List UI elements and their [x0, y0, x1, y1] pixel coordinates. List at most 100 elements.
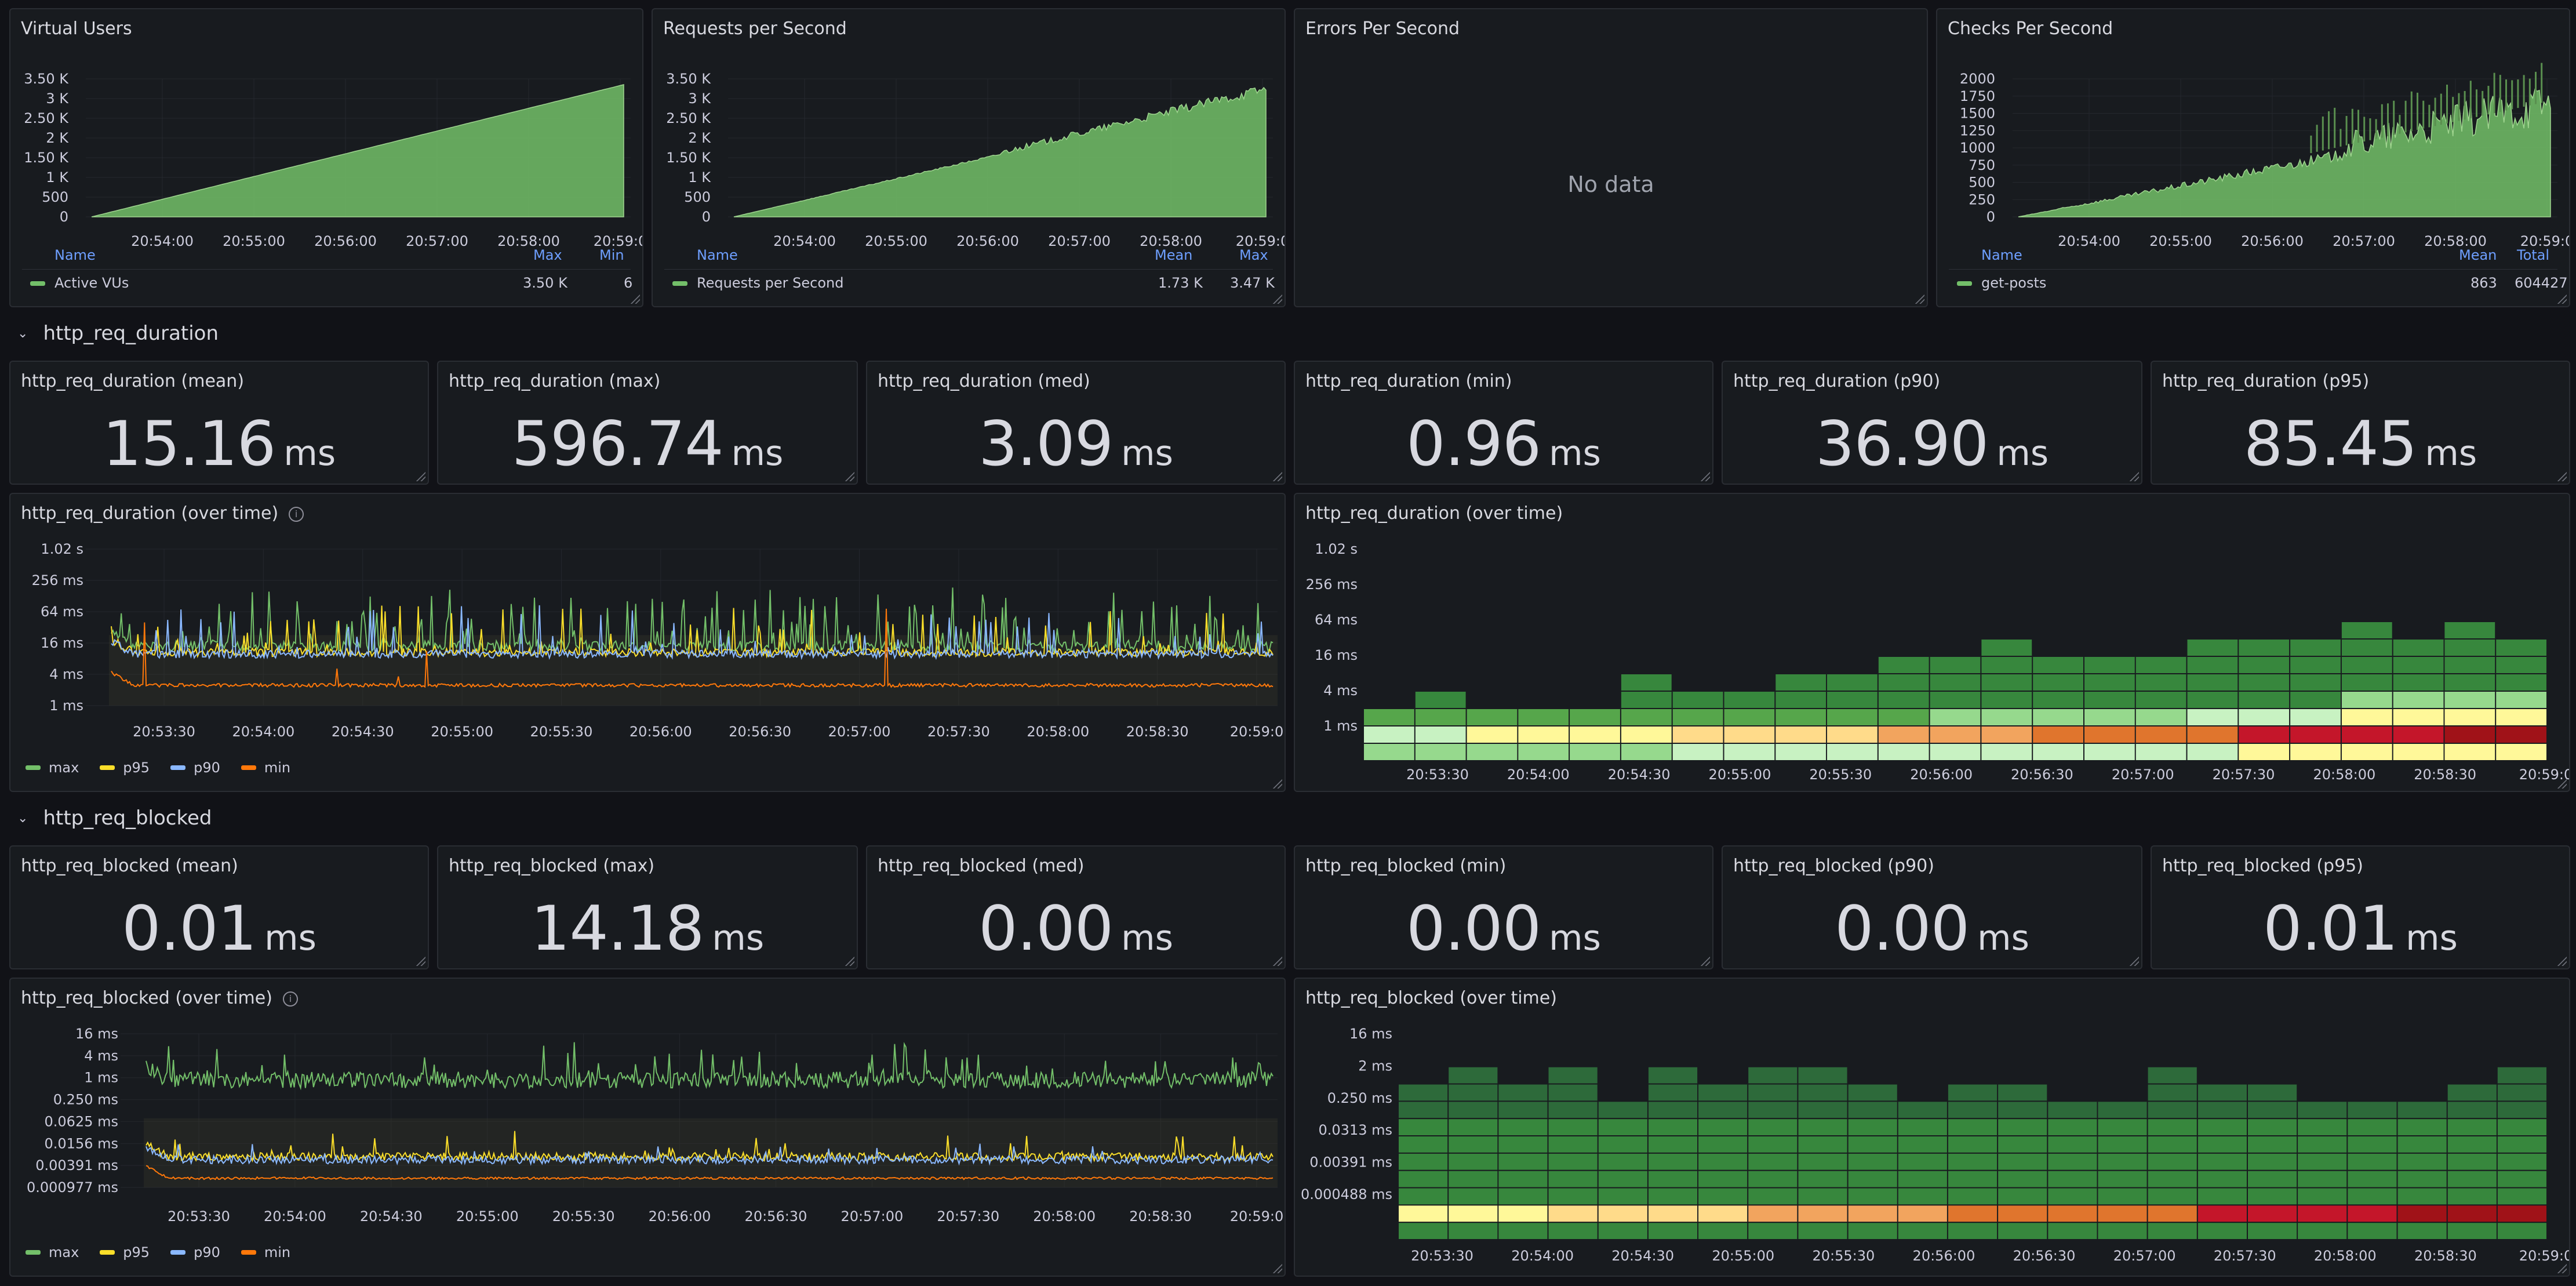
stat-panel[interactable]: http_req_blocked (p95) 0.01 ms	[2151, 845, 2570, 969]
resize-handle[interactable]	[1272, 293, 1282, 304]
stat-unit: ms	[1121, 918, 1173, 958]
heatmap-cell	[2341, 674, 2392, 691]
heatmap-cell	[1449, 1119, 1498, 1135]
heatmap-cell	[1798, 1084, 1847, 1101]
resize-handle[interactable]	[415, 471, 425, 481]
axis-tick-label: 20:55:00	[431, 724, 493, 740]
heatmap-cell	[1621, 674, 1672, 691]
row-header-http-req-duration[interactable]: ⌄ http_req_duration	[17, 319, 219, 348]
stat-panel[interactable]: http_req_duration (max) 596.74 ms	[437, 361, 858, 485]
resize-handle[interactable]	[2556, 956, 2567, 966]
legend-col2-header[interactable]: Total	[2517, 247, 2550, 263]
resize-handle[interactable]	[630, 293, 640, 304]
legend-col2-header[interactable]: Min	[599, 247, 624, 263]
stat-panel[interactable]: http_req_blocked (med) 0.00 ms	[866, 845, 1286, 969]
heatmap-cell	[2033, 744, 2083, 760]
resize-handle[interactable]	[2129, 956, 2139, 966]
axis-tick-label: 20:54:00	[2058, 233, 2120, 249]
heatmap-cell	[2048, 1205, 2097, 1222]
resize-handle[interactable]	[2556, 293, 2567, 304]
stat-panel[interactable]: http_req_blocked (min) 0.00 ms	[1294, 845, 1713, 969]
heatmap-cell	[2397, 1171, 2447, 1187]
legend-label: p95	[123, 760, 150, 776]
axis-tick-label: 20:57:30	[927, 724, 990, 740]
resize-handle[interactable]	[1272, 956, 1282, 966]
legend-row[interactable]: Requests per Second 1.73 K 3.47 K	[672, 275, 1275, 291]
stat-panel[interactable]: http_req_duration (min) 0.96 ms	[1294, 361, 1713, 485]
legend-col1-header[interactable]: Mean	[1155, 247, 1193, 263]
info-icon[interactable]: i	[282, 991, 298, 1007]
panel-title: Checks Per Second	[1948, 19, 2113, 39]
resize-handle[interactable]	[2129, 471, 2139, 481]
stat-panel[interactable]: http_req_duration (p95) 85.45 ms	[2151, 361, 2570, 485]
heatmap-cell	[1449, 1223, 1498, 1239]
panel-http-req-duration-heatmap[interactable]: http_req_duration (over time) 1.02 s 256 …	[1294, 493, 2570, 792]
heatmap-cell	[1449, 1205, 1498, 1222]
legend-item-min[interactable]: min	[241, 760, 290, 776]
legend-col2-header[interactable]: Max	[1239, 247, 1268, 263]
legend-item-p90[interactable]: p90	[170, 1244, 220, 1260]
legend-value-2: 604427	[2515, 275, 2568, 291]
legend-item-min[interactable]: min	[241, 1244, 290, 1260]
resize-handle[interactable]	[844, 471, 854, 481]
resize-handle[interactable]	[1272, 471, 1282, 481]
legend-name-header[interactable]: Name	[697, 247, 738, 263]
resize-handle[interactable]	[2556, 471, 2567, 481]
heatmap-cell	[1648, 1084, 1698, 1101]
panel-virtual-users[interactable]: Virtual Users 3.50 K 3 K 2.50 K 2 K 1.50 K 1 …	[9, 8, 643, 307]
stat-unit: ms	[731, 433, 784, 474]
stat-panel[interactable]: http_req_blocked (max) 14.18 ms	[437, 845, 858, 969]
legend-value-1: 3.50 K	[523, 275, 567, 291]
heatmap-cell	[2148, 1205, 2197, 1222]
panel-http-req-blocked-timeseries[interactable]: http_req_blocked (over time) i 16 ms 4 ms 1…	[9, 978, 1286, 1277]
series-line	[145, 1165, 1274, 1180]
panel-title: http_req_duration (p95)	[2162, 371, 2370, 391]
resize-handle[interactable]	[415, 956, 425, 966]
resize-handle[interactable]	[1272, 778, 1282, 789]
legend-swatch	[241, 765, 256, 770]
axis-tick-label: 20:55:00	[1709, 766, 1771, 783]
legend-item-p90[interactable]: p90	[170, 760, 220, 776]
legend-item-p95[interactable]: p95	[100, 760, 150, 776]
chevron-down-icon: ⌄	[17, 811, 28, 826]
stat-panel[interactable]: http_req_duration (med) 3.09 ms	[866, 361, 1286, 485]
heatmap-cell	[1399, 1153, 1448, 1170]
heatmap-cell	[2497, 1188, 2546, 1205]
heatmap-cell	[1878, 674, 1929, 691]
legend-col1-header[interactable]: Max	[533, 247, 562, 263]
stat-panel[interactable]: http_req_blocked (mean) 0.01 ms	[9, 845, 429, 969]
heatmap-cell	[2239, 674, 2290, 691]
heatmap-cell	[2298, 1136, 2347, 1153]
resize-handle[interactable]	[1700, 471, 1710, 481]
resize-handle[interactable]	[844, 956, 854, 966]
panel-checks-per-second[interactable]: Checks Per Second 2000 1750 1500 1250 1000 75…	[1936, 8, 2570, 307]
heatmap-cell	[1930, 692, 1981, 708]
resize-handle[interactable]	[1700, 956, 1710, 966]
stat-panel[interactable]: http_req_duration (p90) 36.90 ms	[1722, 361, 2142, 485]
legend-item-max[interactable]: max	[26, 760, 79, 776]
heatmap-cell	[1449, 1153, 1498, 1170]
legend-name-header[interactable]: Name	[1981, 247, 2022, 263]
info-icon[interactable]: i	[289, 506, 304, 522]
heatmap-cell	[2248, 1188, 2297, 1205]
resize-handle[interactable]	[2556, 1263, 2567, 1273]
legend-col1-header[interactable]: Mean	[2459, 247, 2497, 263]
axis-tick-label: 0.00391 ms	[1309, 1154, 1392, 1171]
resize-handle[interactable]	[1914, 293, 1924, 304]
heatmap-cell	[1827, 709, 1878, 725]
resize-handle[interactable]	[1272, 1263, 1282, 1273]
legend-row[interactable]: get-posts 863 604427	[1957, 275, 2568, 291]
stat-panel[interactable]: http_req_blocked (p90) 0.00 ms	[1722, 845, 2142, 969]
panel-http-req-duration-timeseries[interactable]: http_req_duration (over time) i 1.02 s 256…	[9, 493, 1286, 792]
legend-name-header[interactable]: Name	[54, 247, 96, 263]
legend-item-p95[interactable]: p95	[100, 1244, 150, 1260]
panel-errors-per-second[interactable]: Errors Per Second No data	[1294, 8, 1928, 307]
legend-item-max[interactable]: max	[26, 1244, 79, 1260]
resize-handle[interactable]	[2556, 778, 2567, 789]
panel-http-req-blocked-heatmap[interactable]: http_req_blocked (over time) 16 ms 2 ms 0.…	[1294, 978, 2570, 1277]
legend-label: min	[264, 760, 291, 776]
panel-requests-per-second[interactable]: Requests per Second 3.50 K 3 K 2.50 K 2 K 1.…	[652, 8, 1286, 307]
stat-panel[interactable]: http_req_duration (mean) 15.16 ms	[9, 361, 429, 485]
row-header-http-req-blocked[interactable]: ⌄ http_req_blocked	[17, 804, 212, 833]
legend-row[interactable]: Active VUs 3.50 K 6	[30, 275, 633, 291]
